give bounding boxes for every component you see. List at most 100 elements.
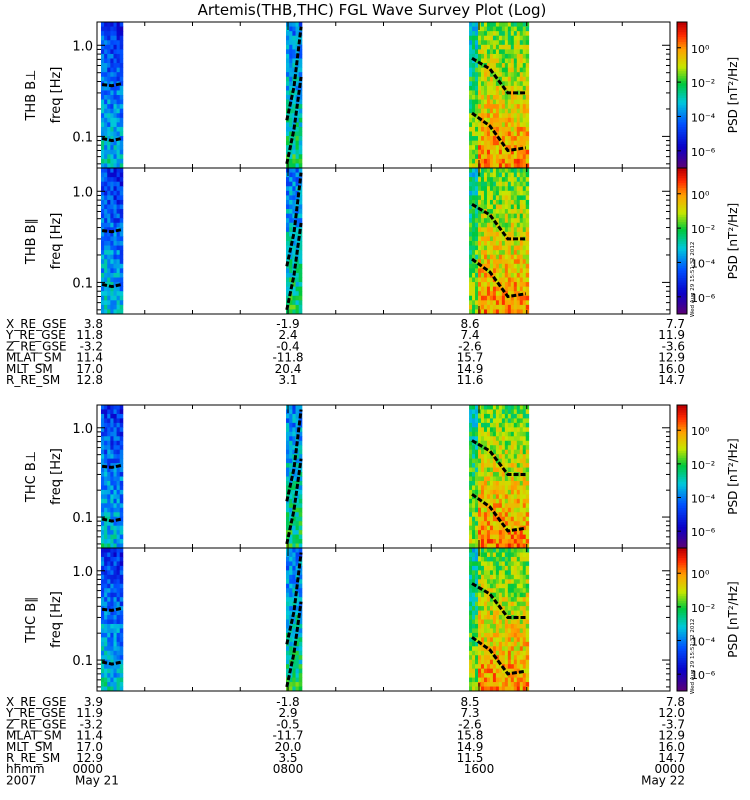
spectrogram-cell <box>104 236 108 242</box>
spectrogram-cell <box>510 122 515 128</box>
spectrogram-cell <box>519 436 524 442</box>
spectrogram-cell <box>495 418 500 424</box>
spectrogram-cell <box>113 263 118 269</box>
spectrogram-cell <box>486 655 491 661</box>
spectrogram-cell <box>525 494 530 500</box>
spectrogram-cell <box>110 405 114 410</box>
spectrogram-cell <box>510 117 515 123</box>
spectrogram-cell <box>475 641 479 647</box>
spectrogram-cell <box>504 512 509 518</box>
spectrogram-cell <box>472 485 476 491</box>
spectrogram-cell <box>295 99 300 105</box>
spectrogram-cell <box>478 81 482 87</box>
colorbar-cell <box>677 629 687 632</box>
spectrogram-cell <box>495 623 500 629</box>
spectrogram-cell <box>110 686 114 692</box>
spectrogram-cell <box>116 543 121 549</box>
colorbar-cell <box>677 443 687 447</box>
spectrogram-cell <box>522 561 527 567</box>
spectrogram-cell <box>469 659 473 665</box>
spectrogram-cell <box>486 610 491 616</box>
spectrogram-cell <box>498 277 503 283</box>
spectrogram-cell <box>510 570 515 576</box>
colorbar-cell <box>677 435 687 439</box>
spectrogram-cell <box>100 458 105 464</box>
colorbar-cell <box>677 90 687 94</box>
spectrogram-cell <box>475 659 479 665</box>
spectrogram-cell <box>489 503 494 509</box>
spectrogram-cell <box>513 677 518 683</box>
spectrogram-cell <box>119 413 124 419</box>
spectrogram-cell <box>510 440 515 446</box>
spectrogram-cell <box>292 659 296 665</box>
spectrogram-cell <box>483 31 488 37</box>
spectrogram-cell <box>295 154 300 160</box>
spectrogram-cell <box>107 476 111 482</box>
spectrogram-cell <box>119 418 124 424</box>
spectrogram-cell <box>472 213 476 219</box>
spectrogram-cell <box>507 177 512 183</box>
spectrogram-cell <box>110 22 114 27</box>
spectrogram-cell <box>478 268 482 274</box>
spectrogram-cell <box>110 295 114 301</box>
spectrogram-cell <box>498 67 503 73</box>
spectrogram-cell <box>483 668 488 674</box>
spectrogram-cell <box>116 259 121 265</box>
spectrogram-cell <box>298 409 303 415</box>
spectrogram-cell <box>492 449 497 455</box>
spectrogram-cell <box>507 104 512 110</box>
ephem-row-label: MLT_SM <box>6 362 53 376</box>
spectrogram-cell <box>469 512 473 518</box>
spectrogram-cell <box>522 552 527 558</box>
spectrogram-cell <box>100 579 105 585</box>
spectrogram-cell <box>507 664 512 670</box>
spectrogram-cell <box>119 458 124 464</box>
spectrogram-cell <box>107 409 111 415</box>
freq-tick-label: 1.0 <box>72 39 93 54</box>
spectrogram-cell <box>292 254 296 260</box>
spectrogram-cell <box>475 309 479 315</box>
spectrogram-cell <box>298 72 303 78</box>
spectrogram-cell <box>510 90 515 96</box>
spectrogram-cell <box>510 646 515 652</box>
spectrogram-cell <box>480 552 485 558</box>
spectrogram-cell <box>483 637 488 643</box>
spectrogram-cell <box>480 277 485 283</box>
spectrogram-cell <box>483 574 488 580</box>
spectrogram-cell <box>107 126 111 132</box>
spectrogram-cell <box>513 140 518 146</box>
spectrogram-cell <box>486 570 491 576</box>
spectrogram-cell <box>513 579 518 585</box>
spectrogram-cell <box>510 76 515 82</box>
spectrogram-cell <box>495 177 500 183</box>
spectrogram-cell <box>472 507 476 513</box>
spectrogram-cell <box>489 291 494 297</box>
colorbar-cell <box>677 260 687 264</box>
spectrogram-cell <box>516 682 521 687</box>
spectrogram-cell <box>492 588 497 594</box>
spectrogram-cell <box>110 556 114 562</box>
spectrogram-cell <box>292 195 296 201</box>
spectrogram-cell <box>513 163 518 169</box>
spectrogram-cell <box>513 218 518 224</box>
spectrogram-cell <box>486 90 491 96</box>
spectrogram-cell <box>469 213 473 219</box>
spectrogram-cell <box>483 163 488 169</box>
spectrogram-cell <box>478 610 482 616</box>
spectrogram-cell <box>472 463 476 468</box>
spectrogram-cell <box>489 632 494 638</box>
spectrogram-cell <box>292 583 296 589</box>
spectrogram-cell <box>501 588 506 594</box>
spectrogram-cell <box>480 263 485 269</box>
spectrogram-cell <box>478 431 482 437</box>
spectrogram-cell <box>516 108 521 114</box>
spectrogram-cell <box>525 646 530 652</box>
colorbar-tick-label: 10⁻⁶ <box>691 526 716 539</box>
spectrogram-cell <box>107 543 111 549</box>
spectrogram-cell <box>510 67 515 73</box>
spectrogram-cell <box>510 113 515 119</box>
spectrogram-cell <box>298 145 303 151</box>
spectrogram-cell <box>486 480 491 486</box>
spectrogram-cell <box>507 525 512 531</box>
spectrogram-cell <box>486 472 491 477</box>
